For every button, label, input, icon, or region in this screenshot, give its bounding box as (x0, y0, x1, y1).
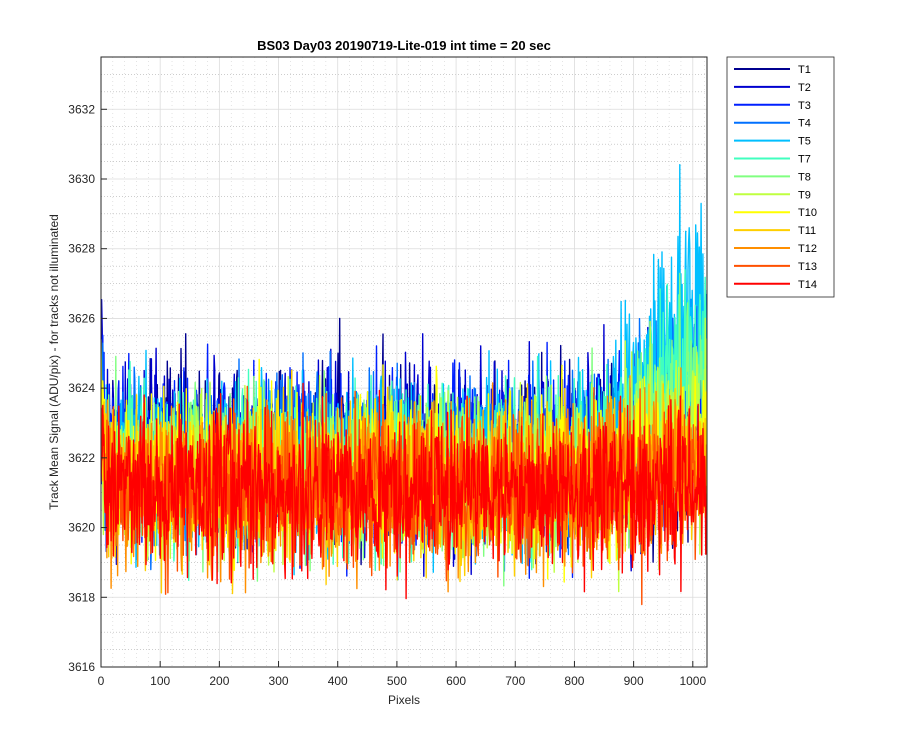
x-tick-label: 100 (150, 674, 170, 688)
series-lines (101, 164, 707, 606)
x-tick-label: 600 (446, 674, 466, 688)
x-tick-label: 200 (209, 674, 229, 688)
legend-label-t1: T1 (798, 64, 811, 76)
axis-ticks: 0 100 200 300 400 500 600 700 800 900 1000 3616 3618… (68, 102, 706, 688)
legend: T1 T2 T3 T4 T5 T7 T8 T9 T10 T11 T12 T13 T14 (726, 56, 835, 298)
x-tick-label: 400 (328, 674, 348, 688)
x-tick-label: 1000 (679, 674, 706, 688)
y-tick-label: 3622 (68, 451, 95, 465)
legend-label-t10: T10 (798, 207, 817, 219)
x-axis-label: Pixels (388, 693, 420, 707)
legend-label-t13: T13 (798, 261, 817, 273)
legend-label-t11: T11 (798, 225, 816, 237)
x-tick-label: 700 (505, 674, 525, 688)
legend-label-t4: T4 (798, 118, 811, 130)
x-tick-label: 800 (564, 674, 584, 688)
x-tick-label: 0 (98, 674, 105, 688)
series-line-t14 (101, 382, 707, 600)
y-tick-label: 3632 (68, 102, 95, 116)
y-axis-label: Track Mean Signal (ADU/pix) - for tracks… (47, 214, 61, 510)
axes-box (100, 56, 708, 668)
legend-label-t2: T2 (798, 82, 811, 94)
legend-label-t5: T5 (798, 136, 811, 148)
y-tick-label: 3616 (68, 660, 95, 674)
y-tick-label: 3628 (68, 242, 95, 256)
y-tick-label: 3624 (68, 381, 95, 395)
legend-label-t12: T12 (798, 243, 817, 255)
y-tick-label: 3620 (68, 521, 95, 535)
legend-label-t14: T14 (798, 279, 817, 291)
x-tick-label: 500 (387, 674, 407, 688)
y-tick-label: 3630 (68, 172, 95, 186)
x-tick-label: 900 (624, 674, 644, 688)
x-tick-label: 300 (269, 674, 289, 688)
legend-label-t9: T9 (798, 189, 811, 201)
legend-label-t3: T3 (798, 100, 811, 112)
legend-label-t8: T8 (798, 171, 811, 183)
y-tick-label: 3626 (68, 311, 95, 325)
chart-title: BS03 Day03 20190719-Lite-019 int time = … (257, 38, 551, 53)
y-tick-label: 3618 (68, 590, 95, 604)
plot-area (101, 57, 707, 667)
legend-label-t7: T7 (798, 154, 811, 166)
